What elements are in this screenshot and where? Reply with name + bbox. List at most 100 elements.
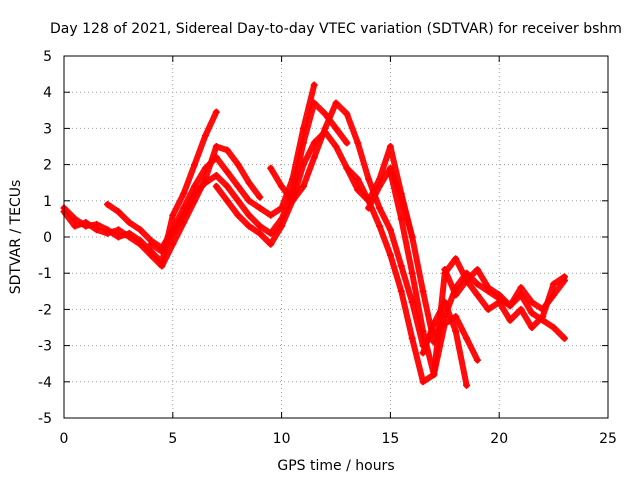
data-point — [473, 280, 481, 288]
data-point — [463, 269, 471, 277]
data-point — [473, 266, 481, 274]
data-point — [234, 197, 242, 205]
data-point — [441, 298, 449, 306]
data-point — [473, 291, 481, 299]
data-point — [495, 291, 503, 299]
data-point — [419, 349, 427, 357]
x-tick-label: 10 — [273, 431, 291, 447]
data-point — [484, 305, 492, 313]
y-axis-label: SDTVAR / TECUs — [8, 180, 24, 295]
data-point — [550, 291, 558, 299]
data-point — [560, 276, 568, 284]
data-point — [288, 197, 296, 205]
data-point — [408, 233, 416, 241]
data-point — [169, 240, 177, 248]
y-tick-label: -4 — [38, 375, 52, 391]
y-tick-label: 0 — [43, 230, 52, 246]
data-point — [452, 255, 460, 263]
data-point — [430, 320, 438, 328]
data-point — [397, 287, 405, 295]
data-point — [430, 371, 438, 379]
x-tick-label: 5 — [168, 431, 177, 447]
data-point — [310, 153, 318, 161]
data-point — [245, 222, 253, 230]
y-tick-label: -1 — [38, 266, 52, 282]
data-point — [125, 233, 133, 241]
data-point — [386, 226, 394, 234]
data-point — [463, 276, 471, 284]
data-point — [147, 251, 155, 259]
data-point — [191, 190, 199, 198]
x-tick-label: 15 — [381, 431, 399, 447]
data-point — [408, 298, 416, 306]
data-point — [310, 81, 318, 89]
data-point — [212, 182, 220, 190]
data-point — [343, 110, 351, 118]
data-point — [82, 219, 90, 227]
data-point — [158, 247, 166, 255]
data-point — [93, 226, 101, 234]
data-point — [267, 229, 275, 237]
data-point — [419, 378, 427, 386]
y-tick-label: 5 — [43, 49, 52, 65]
data-point — [408, 334, 416, 342]
data-point — [191, 161, 199, 169]
data-point — [267, 164, 275, 172]
data-point — [441, 266, 449, 274]
data-point — [419, 327, 427, 335]
data-point — [408, 269, 416, 277]
series-track-i — [386, 168, 481, 379]
data-point — [539, 316, 547, 324]
data-point — [528, 309, 536, 317]
data-point — [234, 161, 242, 169]
data-point — [365, 175, 373, 183]
data-point — [212, 143, 220, 150]
data-point — [299, 139, 307, 147]
data-point — [550, 280, 558, 288]
data-point — [332, 99, 340, 107]
y-tick-label: 1 — [43, 194, 52, 210]
data-point — [114, 233, 122, 241]
data-point — [386, 251, 394, 259]
series-track-c — [104, 81, 318, 252]
x-tick-label: 20 — [490, 431, 508, 447]
data-point — [299, 161, 307, 169]
data-point — [539, 305, 547, 313]
data-point — [104, 229, 112, 237]
data-point — [114, 208, 122, 216]
data-point — [223, 182, 231, 190]
data-point — [376, 222, 384, 230]
data-point — [256, 229, 264, 237]
data-point — [365, 204, 373, 212]
data-point — [376, 182, 384, 190]
data-point — [321, 110, 329, 118]
x-tick-label: 25 — [599, 431, 617, 447]
data-point — [158, 262, 166, 270]
data-point — [278, 222, 286, 230]
y-tick-label: -3 — [38, 339, 52, 355]
chart-title: Day 128 of 2021, Sidereal Day-to-day VTE… — [50, 21, 622, 37]
data-point — [223, 146, 231, 154]
data-point — [397, 262, 405, 270]
data-point — [256, 222, 264, 230]
data-point — [169, 229, 177, 237]
data-point — [484, 284, 492, 292]
data-point — [419, 287, 427, 295]
y-tick-label: 4 — [43, 85, 52, 101]
y-tick-label: 3 — [43, 121, 52, 137]
data-point — [560, 334, 568, 342]
data-point — [136, 226, 144, 234]
data-point — [191, 182, 199, 190]
data-point — [463, 381, 471, 389]
y-tick-label: -5 — [38, 411, 52, 427]
data-point — [517, 284, 525, 292]
data-point — [180, 211, 188, 219]
series-track-d — [147, 99, 351, 255]
x-tick-label: 0 — [60, 431, 69, 447]
y-tick-label: 2 — [43, 158, 52, 174]
data-point — [332, 143, 340, 150]
data-point — [223, 197, 231, 205]
data-point — [180, 190, 188, 198]
data-point — [550, 324, 558, 331]
